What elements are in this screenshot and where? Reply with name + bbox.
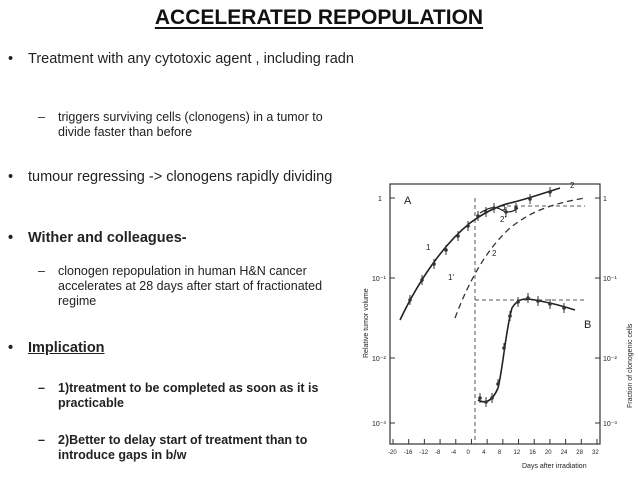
left-tick-label: 1 bbox=[378, 196, 382, 203]
curve-label-1-top: 1 bbox=[502, 203, 507, 212]
sub-marker: – bbox=[38, 381, 45, 395]
data-point bbox=[444, 248, 448, 252]
data-point bbox=[504, 210, 508, 214]
slide-title: ACCELERATED REPOPULATION bbox=[154, 6, 484, 29]
data-point bbox=[548, 302, 552, 306]
plot-frame bbox=[389, 183, 601, 445]
data-point bbox=[562, 306, 566, 310]
bullet-text: Implication bbox=[28, 340, 105, 356]
curve-label-1: 1 bbox=[426, 243, 431, 252]
curve-a-dip bbox=[479, 207, 519, 214]
data-point bbox=[478, 396, 482, 400]
curve-a-shifted-dashed bbox=[454, 197, 586, 319]
x-tick-label: 4 bbox=[482, 450, 486, 456]
data-point bbox=[456, 234, 460, 238]
data-point bbox=[484, 210, 488, 214]
x-tick-label: 32 bbox=[592, 450, 599, 456]
data-point bbox=[490, 396, 494, 400]
bullet-text: Wither and colleagues- bbox=[28, 230, 187, 246]
data-point bbox=[492, 206, 496, 210]
bullet-marker: • bbox=[8, 169, 14, 185]
curve-a-growth bbox=[399, 187, 561, 321]
data-point bbox=[526, 296, 530, 300]
x-axis-label: Days after irradiation bbox=[522, 463, 587, 470]
x-tick-label: 20 bbox=[545, 450, 552, 456]
x-tick-label: 0 bbox=[466, 450, 470, 456]
figure-background bbox=[360, 168, 638, 479]
x-tick-label: 8 bbox=[498, 450, 502, 456]
right-tick-label: 10⁻³ bbox=[603, 421, 617, 428]
sub-marker: – bbox=[38, 264, 45, 278]
bullet-text: Treatment with any cytotoxic agent , inc… bbox=[28, 51, 354, 67]
x-tick-label: -4 bbox=[451, 450, 457, 456]
sub-text: triggers surviving cells (clonogens) in … bbox=[58, 110, 323, 139]
curve-label-2-prime: 2' bbox=[500, 215, 506, 224]
left-axis-label: Relative tumor volume bbox=[363, 288, 370, 358]
right-tick-label: 1 bbox=[603, 196, 607, 203]
data-point bbox=[514, 206, 518, 210]
sub-marker: – bbox=[38, 110, 45, 124]
bullet-text: tumour regressing -> clonogens rapidly d… bbox=[28, 169, 333, 185]
sub-text: 1)treatment to be completed as soon as i… bbox=[58, 381, 319, 410]
repopulation-graph: A B 1 2 1' 2' 1 2 1 10⁻¹ 10⁻² 10⁻³ 1 10⁻… bbox=[360, 168, 638, 479]
right-tick-label: 10⁻² bbox=[603, 356, 617, 363]
data-point bbox=[420, 278, 424, 282]
data-point bbox=[508, 314, 512, 318]
bullet-marker: • bbox=[8, 340, 14, 356]
x-tick-label: -16 bbox=[404, 450, 413, 456]
curve-label-1-prime: 1' bbox=[448, 273, 454, 282]
data-point bbox=[408, 298, 412, 302]
x-tick-label: -12 bbox=[419, 450, 428, 456]
data-point bbox=[496, 382, 500, 386]
bullet-marker: • bbox=[8, 51, 14, 67]
bullet-marker: • bbox=[8, 230, 14, 246]
left-tick-label: 10⁻³ bbox=[372, 421, 386, 428]
x-tick-label: 16 bbox=[529, 450, 536, 456]
data-point bbox=[476, 214, 480, 218]
panel-a-label: A bbox=[404, 195, 412, 207]
sub-marker: – bbox=[38, 433, 45, 447]
left-tick-label: 10⁻¹ bbox=[372, 276, 386, 283]
curve-b-clonogenic bbox=[477, 298, 576, 403]
data-point bbox=[528, 197, 532, 201]
data-point bbox=[484, 400, 488, 404]
x-tick-label: 28 bbox=[576, 450, 583, 456]
x-tick-label: 24 bbox=[561, 450, 568, 456]
left-tick-label: 10⁻² bbox=[372, 356, 386, 363]
panel-b-label: B bbox=[584, 319, 591, 331]
curve-label-2-top: 2 bbox=[570, 181, 575, 190]
x-tick-label: -8 bbox=[435, 450, 441, 456]
data-point bbox=[502, 346, 506, 350]
data-point bbox=[516, 300, 520, 304]
repopulation-figure: A B 1 2 1' 2' 1 2 1 10⁻¹ 10⁻² 10⁻³ 1 10⁻… bbox=[360, 168, 638, 479]
right-tick-label: 10⁻¹ bbox=[603, 276, 617, 283]
sub-text: clonogen repopulation in human H&N cance… bbox=[58, 264, 323, 308]
x-tick-label: -20 bbox=[388, 450, 397, 456]
x-tick-marks bbox=[392, 439, 598, 444]
x-tick-label: 12 bbox=[514, 450, 521, 456]
right-axis-label: Fraction of clonogenic cells bbox=[627, 323, 634, 408]
data-point bbox=[432, 262, 436, 266]
sub-text: 2)Better to delay start of treatment tha… bbox=[58, 433, 308, 462]
x-tick-labels: -20 -16 -12 -8 -4 0 4 8 12 16 20 24 28 32 bbox=[388, 450, 599, 456]
curve-label-2: 2 bbox=[492, 249, 497, 258]
data-point bbox=[536, 299, 540, 303]
y-tick-marks bbox=[390, 197, 600, 424]
data-point bbox=[466, 224, 470, 228]
data-points bbox=[408, 187, 566, 407]
data-point bbox=[548, 190, 552, 194]
